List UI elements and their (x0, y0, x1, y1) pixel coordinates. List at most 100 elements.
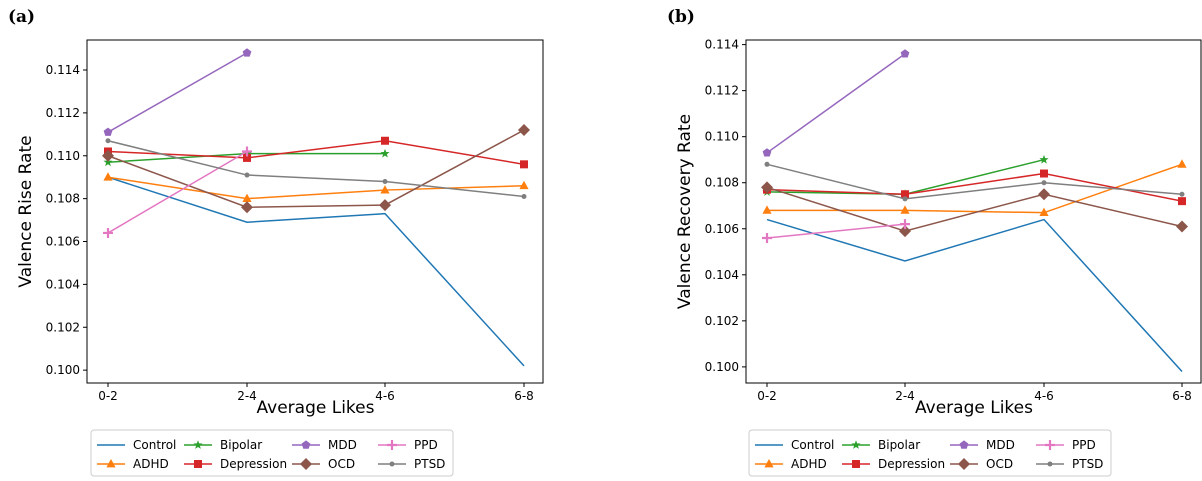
legend-marker (1047, 461, 1053, 467)
y-tick-label: 0.102 (46, 320, 80, 334)
legend-label: MDD (328, 438, 357, 452)
series-ppd (103, 146, 252, 238)
legend-label: MDD (986, 438, 1015, 452)
data-point (1039, 154, 1049, 164)
data-point (102, 149, 114, 162)
series-line (766, 172, 1183, 202)
legend-entry: Bipolar (184, 438, 262, 452)
y-tick-label: 0.110 (46, 149, 80, 163)
y-tick-label: 0.112 (46, 106, 80, 120)
series-line (766, 53, 906, 154)
legend-marker (958, 458, 970, 470)
data-point (762, 148, 772, 157)
data-point (900, 49, 910, 58)
panel-label: (a) (8, 7, 35, 27)
y-tick-label: 0.112 (705, 84, 739, 98)
legend-marker (959, 440, 969, 449)
data-point (382, 178, 388, 184)
x-tick-label: 0-2 (98, 389, 118, 403)
legend-entry: MDD (950, 438, 1015, 452)
legend-label: PPD (414, 438, 438, 452)
data-point (242, 48, 252, 57)
legend-marker (1045, 440, 1055, 450)
series-line (766, 186, 1183, 232)
legend-label: Bipolar (220, 438, 262, 452)
y-tick-label: 0.104 (705, 268, 739, 282)
x-axis-title: Average Likes (915, 398, 1033, 418)
legend-label: PTSD (414, 457, 445, 471)
data-point (103, 227, 113, 238)
legend-marker (194, 460, 202, 468)
legend-label: PTSD (1072, 457, 1103, 471)
series-ocd (761, 181, 1188, 238)
data-point (520, 160, 528, 169)
legend-marker (852, 460, 860, 468)
data-point (900, 219, 910, 230)
data-point (764, 161, 770, 167)
data-point (242, 193, 252, 203)
data-point (902, 196, 908, 202)
legend-label: ADHD (133, 457, 169, 471)
legend-entry: Depression (184, 457, 287, 471)
legend-marker (389, 461, 395, 467)
data-point (901, 190, 909, 199)
y-tick-label: 0.100 (46, 363, 80, 377)
x-tick-label: 6-8 (1172, 389, 1192, 403)
legend-entry: Depression (842, 457, 945, 471)
legend-marker (300, 458, 312, 470)
x-tick-label: 2-4 (895, 389, 915, 403)
legend-entry: MDD (292, 438, 357, 452)
data-point (1038, 188, 1050, 201)
legend-entry: PTSD (1036, 457, 1103, 471)
data-point (243, 153, 251, 162)
x-tick-label: 4-6 (375, 389, 395, 403)
legend-label: OCD (986, 457, 1013, 471)
chart-panel-a: (a) 0.100 0.102 0.104 0.106 0.108 0.110 0.112 0.… (8, 7, 544, 477)
data-point (103, 172, 113, 181)
data-point (1178, 197, 1186, 206)
legend-label: OCD (328, 457, 355, 471)
legend-marker (387, 440, 397, 450)
y-tick-label: 0.104 (46, 277, 80, 291)
legend-entry: PPD (1036, 438, 1096, 452)
data-point (379, 199, 391, 212)
series-mdd (103, 48, 252, 136)
legend-label: Control (791, 438, 834, 452)
y-tick-label: 0.106 (705, 222, 739, 236)
legend-entry: Control (97, 438, 176, 452)
data-point (380, 148, 390, 158)
y-axis-title: Valence Recovery Rate (675, 114, 695, 309)
y-tick-label: 0.102 (705, 314, 739, 328)
data-point (762, 232, 772, 243)
series-line (766, 218, 1183, 372)
series-line (107, 129, 525, 208)
y-tick-label: 0.108 (705, 176, 739, 190)
series-ptsd (764, 161, 1185, 202)
x-tick-label: 0-2 (757, 389, 777, 403)
series-line (107, 150, 248, 234)
x-tick-label: 6-8 (514, 389, 534, 403)
series-ppd (762, 219, 910, 243)
panel-label: (b) (667, 7, 695, 27)
y-tick-label: 0.106 (46, 235, 80, 249)
series-depression (104, 136, 528, 169)
y-tick-label: 0.100 (705, 360, 739, 374)
plot-frame (86, 39, 544, 384)
y-axis-title: Valence Rise Rate (16, 135, 36, 287)
legend-marker (106, 459, 116, 468)
legend-label: Control (133, 438, 176, 452)
y-tick-label: 0.114 (705, 38, 739, 52)
legend-entry: Bipolar (842, 438, 920, 452)
legend-label: Depression (220, 457, 287, 471)
legend-box (748, 429, 1112, 477)
series-adhd (762, 159, 1187, 217)
legend: Control ADHD Bipolar Depression MDD OCD PPD PTS… (748, 429, 1112, 477)
series-line (107, 140, 525, 198)
legend-entry: ADHD (755, 457, 827, 471)
x-axis-title: Average Likes (257, 398, 375, 418)
series-line (766, 163, 1183, 200)
data-point (103, 127, 113, 136)
series-control (766, 218, 1183, 372)
chart-panel-b: (b) 0.100 0.102 0.104 0.106 0.108 0.110 0.112 0.… (667, 7, 1202, 477)
